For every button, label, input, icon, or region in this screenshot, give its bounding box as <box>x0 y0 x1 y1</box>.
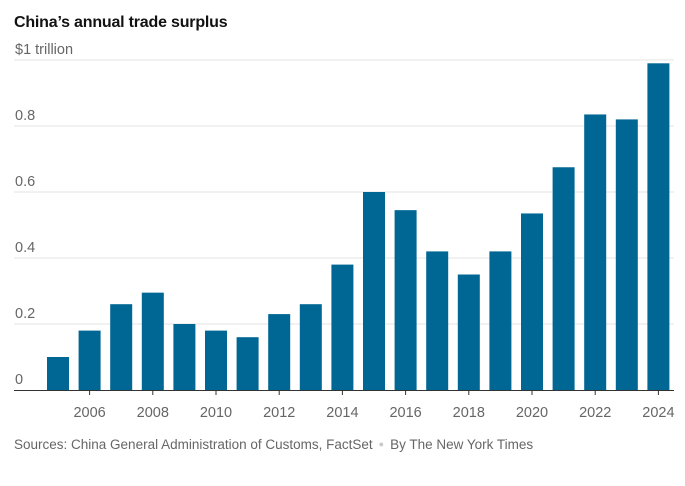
x-tick-label: 2024 <box>642 405 674 421</box>
bar <box>394 210 417 390</box>
bar <box>426 251 449 390</box>
sources-text: Sources: China General Administration of… <box>14 437 373 452</box>
bar <box>299 304 322 390</box>
x-axis: 2006 2008 2010 2012 2014 2016 2018 2020 2022 2024 <box>14 390 675 421</box>
bar-chart: 2006 2008 2010 2012 2014 2016 2018 2020 2022 2024… <box>14 42 675 421</box>
bar <box>647 63 670 391</box>
x-tick-label: 2012 <box>263 405 295 421</box>
source-line: Sources: China General Administration of… <box>14 437 533 452</box>
bar <box>141 292 164 390</box>
y-tick-label: 0.8 <box>15 108 35 124</box>
separator-dot: ● <box>378 439 385 449</box>
chart-area: 2006 2008 2010 2012 2014 2016 2018 2020 2022 2024… <box>14 42 675 421</box>
y-tick-labels: 0 0.2 0.4 0.6 0.8 $1 trillion <box>15 42 73 388</box>
chart-title: China’s annual trade surplus <box>14 14 228 31</box>
bar <box>236 337 259 390</box>
bar <box>489 251 512 390</box>
bar <box>78 330 101 390</box>
bar <box>457 274 480 390</box>
bar <box>331 264 354 390</box>
x-tick-label: 2010 <box>200 405 232 421</box>
x-tick-label: 2008 <box>137 405 169 421</box>
x-tick-label: 2022 <box>579 405 611 421</box>
bar <box>47 357 69 390</box>
bar <box>615 119 638 391</box>
bars <box>47 63 670 391</box>
bar <box>205 330 227 390</box>
byline-text: By The New York Times <box>390 437 534 452</box>
bar <box>584 114 607 390</box>
x-tick-label: 2016 <box>389 405 421 421</box>
x-tick-label: 2020 <box>516 405 548 421</box>
x-tick-label: 2006 <box>73 405 105 421</box>
bar <box>110 304 133 390</box>
y-tick-label: $1 trillion <box>15 42 73 58</box>
x-tick-label: 2018 <box>453 405 485 421</box>
bar <box>173 324 196 390</box>
bar <box>363 192 385 390</box>
bar <box>521 213 543 390</box>
y-tick-label: 0.2 <box>15 306 35 322</box>
y-tick-label: 0.6 <box>15 174 35 190</box>
y-tick-label: 0.4 <box>15 240 35 256</box>
y-tick-label: 0 <box>15 372 23 388</box>
x-tick-label: 2014 <box>326 405 358 421</box>
bar <box>268 314 291 390</box>
bar <box>552 167 575 390</box>
